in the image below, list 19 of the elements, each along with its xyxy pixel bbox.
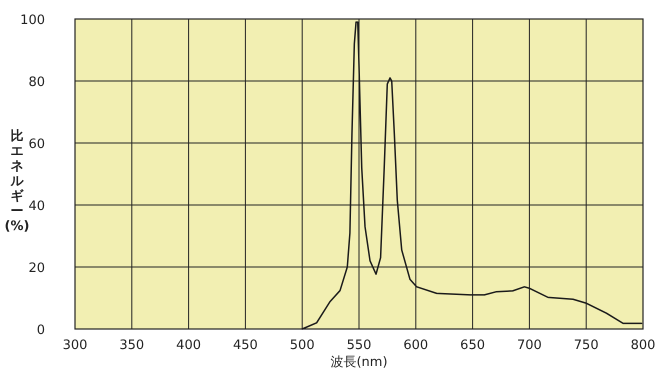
x-axis-title: 波長(nm) (330, 355, 388, 370)
x-tick-label: 750 (574, 338, 599, 353)
y-tick-label: 60 (28, 137, 45, 152)
y-tick-label: 20 (28, 261, 45, 276)
x-tick-label: 400 (176, 338, 202, 353)
x-tick-label: 700 (516, 338, 542, 353)
y-axis-title: 比エネルギー(%) (4, 129, 30, 234)
x-tick-label: 800 (630, 338, 656, 353)
y-tick-label: 80 (28, 75, 45, 90)
y-tick-label: 100 (20, 13, 45, 28)
x-tick-label: 550 (346, 338, 372, 353)
x-tick-label: 600 (403, 338, 428, 353)
y-tick-label: 0 (36, 323, 45, 338)
x-tick-label: 500 (290, 338, 315, 353)
x-tick-label: 350 (119, 338, 144, 353)
y-tick-label: 40 (28, 199, 45, 214)
x-tick-label: 300 (62, 338, 88, 353)
x-tick-label: 650 (460, 338, 486, 353)
x-tick-label: 450 (232, 338, 258, 353)
